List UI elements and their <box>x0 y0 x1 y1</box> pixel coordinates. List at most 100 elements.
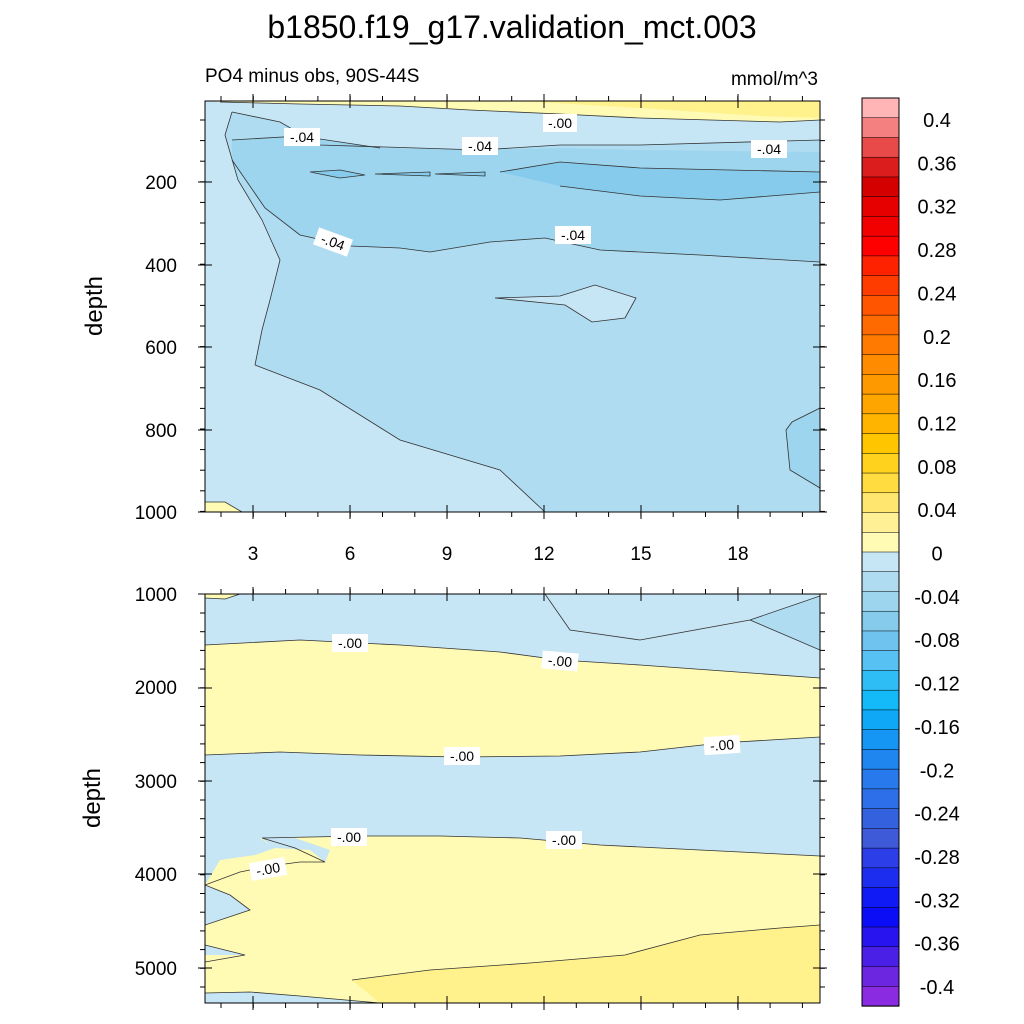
colorbar-label: 0.12 <box>918 413 957 435</box>
lower-y-tick-label: 5000 <box>135 959 177 980</box>
colorbar-label: -0.08 <box>914 630 960 652</box>
colorbar-label: -0.16 <box>914 717 960 739</box>
upper-region-deep-blue-lens <box>375 172 430 176</box>
colorbar-swatch <box>861 729 900 751</box>
lower-region-mid-blue <box>545 594 820 650</box>
upper-y-tick-label: 1000 <box>135 503 177 524</box>
lower-contour-line <box>544 594 820 651</box>
lower-contour-fill <box>205 594 820 1003</box>
colorbar-boxes <box>861 97 900 1007</box>
colorbar-swatch <box>861 847 900 869</box>
x-tick-label: 6 <box>345 544 356 565</box>
lower-region-yellow-strong <box>352 925 820 1003</box>
lower-contour-line <box>205 991 381 1003</box>
lower-contour-label: -.00 <box>331 828 367 846</box>
svg-text:-.00: -.00 <box>548 115 572 131</box>
colorbar-swatch <box>861 571 900 593</box>
lower-contour-line <box>205 837 326 886</box>
colorbar-swatch <box>861 630 900 652</box>
colorbar-swatch <box>861 788 900 810</box>
upper-y-tick-label: 200 <box>145 173 177 194</box>
colorbar-swatch <box>861 492 900 514</box>
colorbar-label: 0.08 <box>918 457 957 479</box>
colorbar-swatch <box>861 867 900 889</box>
colorbar-swatch <box>861 176 900 198</box>
colorbar-swatch <box>861 512 900 533</box>
colorbar-swatch <box>861 768 900 790</box>
svg-text:-.00: -.00 <box>547 652 573 670</box>
colorbar-swatch <box>861 532 900 553</box>
colorbar-swatch <box>861 907 900 928</box>
colorbar-swatch <box>861 413 900 435</box>
colorbar-swatch <box>861 749 900 770</box>
colorbar-swatch <box>861 393 900 415</box>
upper-contour-label: -.04 <box>751 140 787 158</box>
lower-contour-line <box>205 944 246 963</box>
lower-plot: 1000 2000 3000 4000 5000 depth -.00 -.00… <box>79 585 827 1010</box>
colorbar-label: -0.24 <box>914 804 960 826</box>
svg-text:-.04: -.04 <box>468 138 492 154</box>
colorbar-swatch <box>861 433 900 454</box>
lower-y-tick-label: 1000 <box>135 585 177 606</box>
lower-contour-label: -.00 <box>703 734 741 756</box>
colorbar-swatch <box>861 591 900 612</box>
upper-region-blue-patch <box>786 408 820 488</box>
colorbar-label: -0.4 <box>920 977 954 999</box>
colorbar-label: 0.36 <box>918 153 957 175</box>
svg-text:-.00: -.00 <box>255 859 282 879</box>
panel-units-label: mmol/m^3 <box>731 69 818 90</box>
lower-contour-label: -.00 <box>332 634 368 652</box>
svg-text:-.00: -.00 <box>552 832 576 848</box>
lower-axis-ticks <box>198 587 827 1010</box>
colorbar-swatch <box>861 314 900 336</box>
upper-axis-ticks <box>198 94 827 519</box>
colorbar-swatch <box>861 670 900 691</box>
colorbar-swatch <box>861 551 900 573</box>
panel-subtitle-left: PO4 minus obs, 90S-44S <box>205 66 419 87</box>
colorbar-label: 0.2 <box>923 327 951 349</box>
colorbar-swatch <box>861 117 900 139</box>
svg-text:-.00: -.00 <box>709 736 734 754</box>
upper-plot: 200 400 600 800 1000 3 6 9 12 15 18 dept… <box>81 94 827 565</box>
colorbar-swatch <box>861 354 900 375</box>
x-tick-label: 18 <box>727 544 748 565</box>
lower-y-axis-label: depth <box>79 768 106 828</box>
colorbar-swatch <box>861 828 900 849</box>
upper-contour-line <box>499 161 820 201</box>
colorbar-swatch <box>861 334 900 356</box>
upper-contour-line <box>231 159 820 263</box>
lower-region-yellow-top <box>205 594 240 599</box>
colorbar-label: 0 <box>931 544 942 566</box>
upper-contour-line <box>224 111 281 366</box>
colorbar-label: 0.28 <box>918 240 957 262</box>
colorbar-label: 0.32 <box>918 197 957 219</box>
colorbar-swatch <box>861 650 900 672</box>
colorbar-swatch <box>861 97 900 119</box>
lower-y-tick-label: 2000 <box>135 678 177 699</box>
lower-contour-label: -.00 <box>444 747 480 765</box>
upper-region-blue <box>232 136 820 262</box>
colorbar-swatch <box>861 156 900 178</box>
upper-contour-line <box>205 501 243 512</box>
colorbar-swatch <box>861 216 900 237</box>
upper-contour-line <box>219 101 820 123</box>
upper-contour-fill <box>205 101 820 512</box>
figure-title: b1850.f19_g17.validation_mct.003 <box>267 9 756 45</box>
lower-region-light-blue-bottom <box>205 992 380 1003</box>
x-tick-label: 3 <box>248 544 259 565</box>
x-tick-label: 15 <box>630 544 651 565</box>
colorbar-swatch <box>861 709 900 731</box>
colorbar-frame <box>861 97 900 1007</box>
svg-text:-.00: -.00 <box>450 748 474 764</box>
lower-y-tick-label: 3000 <box>135 772 177 793</box>
upper-y-tick-label: 600 <box>145 338 177 359</box>
lower-contour-line <box>205 639 820 679</box>
colorbar-swatch <box>861 235 900 257</box>
colorbar-swatch <box>861 275 900 297</box>
colorbar-swatch <box>861 295 900 316</box>
colorbar-swatch <box>861 926 900 948</box>
colorbar-label: 0.24 <box>918 283 957 305</box>
colorbar-swatch <box>861 472 900 494</box>
colorbar-label: -0.32 <box>914 890 960 912</box>
